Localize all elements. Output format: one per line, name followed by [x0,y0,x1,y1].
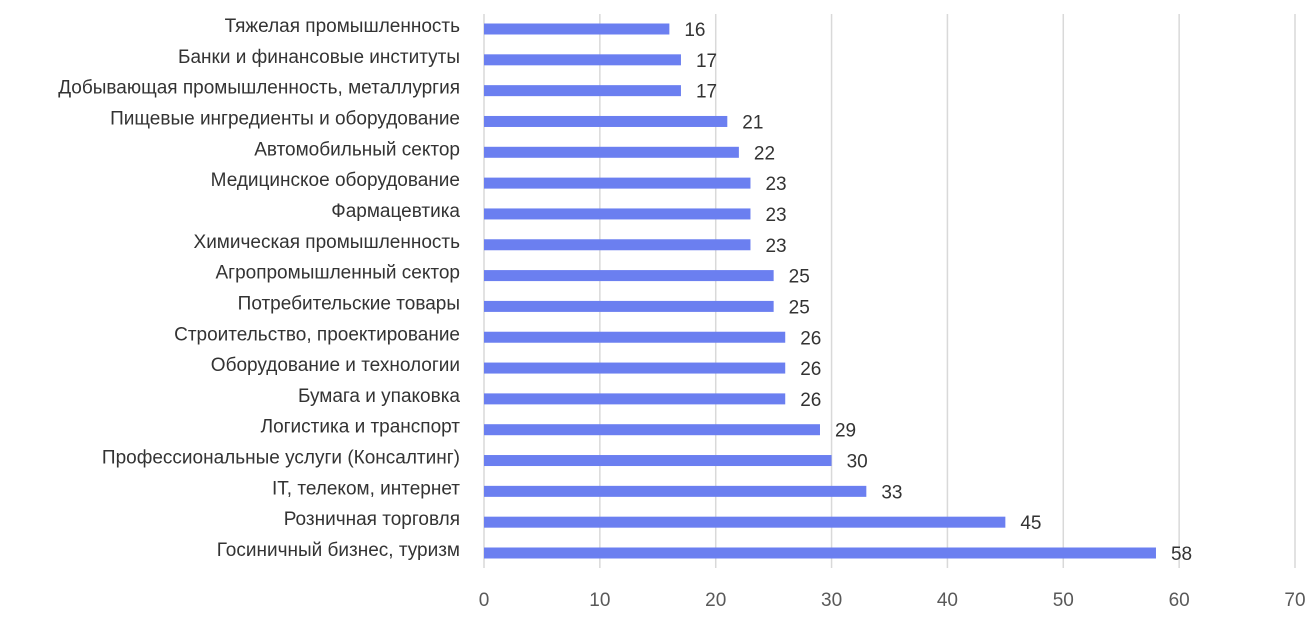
bar [484,115,728,127]
x-tick-label: 50 [1053,590,1074,611]
y-tick-label: Агропромышленный сектор [215,263,460,284]
x-tick-label: 40 [937,590,958,611]
value-label: 58 [1171,544,1192,565]
value-label: 17 [696,51,717,72]
value-label: 22 [754,143,775,164]
bar [484,516,1006,528]
value-label: 33 [881,482,902,503]
y-tick-label: Медицинское оборудование [211,170,460,191]
x-tick-label: 20 [705,590,726,611]
y-tick-label: Потребительские товары [238,293,460,314]
bar [484,270,774,282]
bar [484,85,681,97]
bar [484,239,751,251]
x-tick-label: 30 [821,590,842,611]
y-tick-label: Строительство, проектирование [174,324,460,345]
y-tick-label: Профессиональные услуги (Консалтинг) [102,448,460,469]
y-tick-label: IT, телеком, интернет [272,478,460,499]
value-label: 17 [696,82,717,103]
value-label: 16 [684,20,705,41]
value-label: 23 [765,174,786,195]
value-label: 21 [742,112,763,133]
y-tick-label: Бумага и упаковка [298,386,460,407]
bar [484,424,820,436]
bar [484,23,670,35]
value-label: 25 [789,267,810,288]
x-tick-label: 10 [589,590,610,611]
value-label: 26 [800,390,821,411]
y-tick-label: Госиничный бизнес, туризм [217,540,460,561]
bar [484,547,1156,559]
value-label: 45 [1020,513,1041,534]
bar [484,485,867,497]
x-tick-label: 60 [1169,590,1190,611]
bar [484,300,774,312]
value-label: 25 [789,297,810,318]
y-tick-label: Розничная торговля [284,509,460,530]
y-tick-label: Тяжелая промышленность [225,16,460,37]
x-tick-label: 70 [1284,590,1305,611]
y-tick-label: Химическая промышленность [194,232,461,253]
y-tick-label: Банки и финансовые институты [178,47,460,68]
value-label: 26 [800,359,821,380]
value-label: 30 [847,452,868,473]
x-tick-label: 0 [479,590,490,611]
y-tick-label: Пищевые ингредиенты и оборудование [110,108,460,129]
bar [484,208,751,220]
y-tick-label: Логистика и транспорт [261,417,461,438]
y-tick-label: Добывающая промышленность, металлургия [58,78,460,99]
y-tick-label: Фармацевтика [331,201,460,222]
value-label: 23 [765,205,786,226]
bar [484,146,739,158]
bar [484,177,751,189]
bar [484,393,786,405]
value-label: 29 [835,421,856,442]
y-tick-label: Автомобильный сектор [254,139,460,160]
value-label: 23 [765,236,786,257]
bar [484,331,786,343]
value-label: 26 [800,328,821,349]
bar [484,54,681,66]
y-tick-label: Оборудование и технологии [211,355,460,376]
bar [484,455,832,467]
bar [484,362,786,374]
